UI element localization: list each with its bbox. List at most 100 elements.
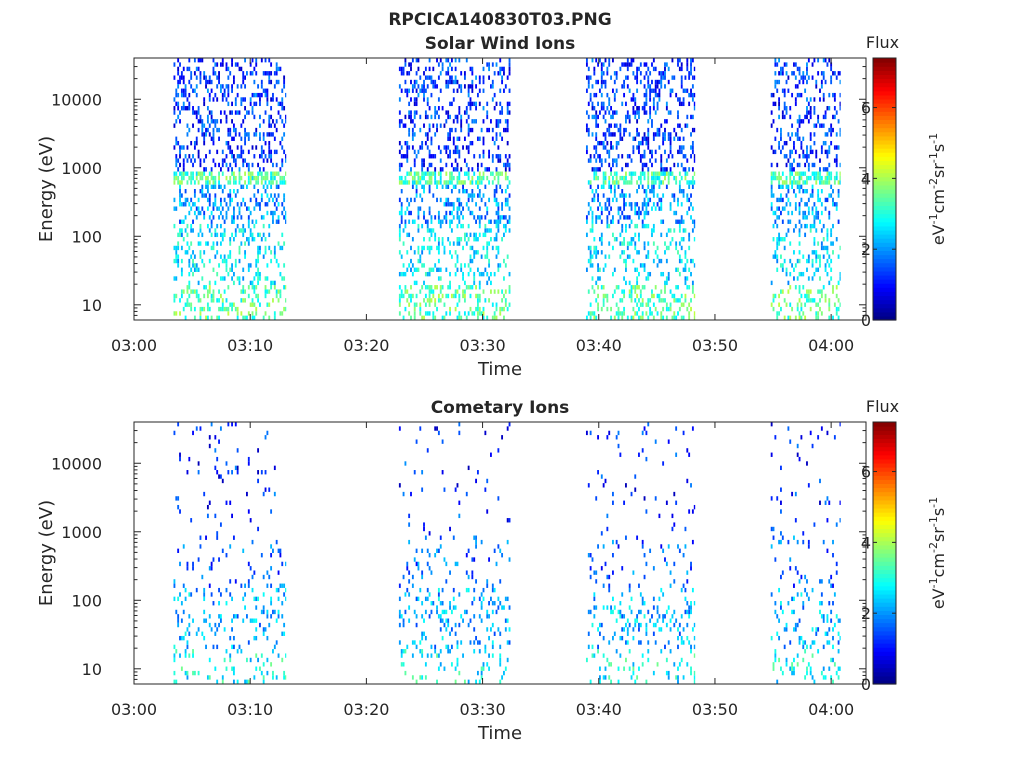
spectrogram-cell: [800, 184, 803, 189]
spectrogram-cell: [643, 285, 646, 290]
spectrogram-cell: [406, 180, 409, 185]
spectrogram-cell: [428, 58, 431, 63]
spectrogram-cell: [179, 110, 181, 115]
spectrogram-cell: [449, 306, 451, 312]
spectrogram-cell: [615, 237, 618, 242]
spectrogram-cell: [234, 158, 237, 163]
spectrogram-cell: [684, 88, 687, 93]
spectrogram-cell: [593, 614, 596, 619]
spectrogram-cell: [800, 592, 803, 597]
colorbar-segment: [873, 311, 896, 317]
spectrogram-cell: [817, 254, 820, 259]
spectrogram-cell: [447, 237, 450, 242]
spectrogram-cell: [419, 206, 422, 211]
spectrogram-cell: [175, 206, 178, 211]
spectrogram-cell: [815, 123, 818, 128]
spectrogram-cell: [482, 66, 485, 72]
spectrogram-cell: [504, 189, 507, 194]
spectrogram-cell: [506, 219, 509, 224]
spectrogram-cell: [471, 175, 474, 181]
spectrogram-cell: [634, 289, 637, 294]
spectrogram-cell: [778, 197, 781, 203]
spectrogram-cell: [612, 609, 614, 615]
spectrogram-cell: [824, 58, 827, 63]
spectrogram-cell: [402, 271, 405, 277]
spectrogram-cell: [262, 675, 265, 680]
spectrogram-cell: [585, 315, 588, 320]
spectrogram-cell: [244, 106, 247, 111]
spectrogram-cell: [434, 132, 437, 137]
spectrogram-cell: [432, 154, 435, 159]
spectrogram-cell: [192, 561, 194, 567]
spectrogram-cell: [488, 241, 491, 246]
spectrogram-cell: [673, 311, 676, 316]
spectrogram-cell: [268, 232, 271, 238]
spectrogram-cell: [221, 679, 224, 684]
spectrogram-cell: [645, 254, 648, 259]
spectrogram-cell: [610, 315, 613, 320]
spectrogram-cell: [277, 298, 280, 303]
spectrogram-cell: [798, 175, 801, 181]
spectrogram-cell: [247, 263, 250, 268]
spectrogram-cell: [436, 110, 438, 115]
colorbar-segment: [873, 250, 896, 256]
spectrogram-cell: [677, 97, 679, 102]
spectrogram-cell: [656, 101, 659, 107]
spectrogram-cell: [589, 206, 592, 211]
spectrogram-cell: [798, 258, 801, 264]
spectrogram-cell: [813, 123, 816, 128]
spectrogram-cell: [227, 127, 230, 133]
spectrogram-cell: [632, 662, 635, 667]
spectrogram-cell: [268, 245, 271, 251]
spectrogram-cell: [493, 106, 496, 111]
spectrogram-cell: [807, 662, 810, 667]
spectrogram-cell: [259, 101, 261, 107]
spectrogram-cell: [177, 254, 180, 259]
spectrogram-cell: [229, 71, 232, 76]
spectrogram-cell: [221, 92, 224, 98]
spectrogram-cell: [218, 439, 220, 444]
spectrogram-cell: [180, 92, 183, 98]
spectrogram-cell: [400, 254, 403, 259]
spectrogram-cell: [688, 167, 691, 172]
spectrogram-cell: [806, 180, 808, 185]
spectrogram-cell: [437, 267, 440, 272]
spectrogram-cell: [785, 193, 788, 198]
spectrogram-cell: [678, 189, 681, 194]
spectrogram-cell: [497, 154, 500, 159]
spectrogram-cell: [671, 171, 674, 176]
spectrogram-cell: [231, 306, 233, 312]
spectrogram-cell: [238, 280, 241, 286]
spectrogram-cell: [486, 210, 489, 216]
spectrogram-cell: [273, 202, 276, 207]
spectrogram-cell: [839, 276, 841, 281]
spectrogram-cell: [638, 666, 640, 671]
spectrogram-cell: [645, 561, 648, 567]
spectrogram-cell: [232, 535, 235, 540]
spectrogram-cell: [598, 167, 601, 172]
spectrogram-cell: [449, 114, 451, 120]
spectrogram-cell: [264, 189, 267, 194]
spectrogram-cell: [423, 315, 425, 320]
spectrogram-cell: [587, 609, 590, 615]
spectrogram-cell: [238, 175, 241, 181]
spectrogram-cell: [203, 596, 206, 602]
spectrogram-cell: [602, 140, 605, 146]
spectrogram-cell: [826, 228, 829, 233]
spectrogram-cell: [647, 145, 650, 150]
spectrogram-cell: [212, 557, 215, 562]
spectrogram-cell: [491, 171, 494, 176]
spectrogram-cell: [587, 114, 590, 120]
spectrogram-cell: [591, 254, 594, 259]
spectrogram-cell: [229, 110, 232, 115]
spectrogram-cell: [778, 106, 781, 111]
spectrogram-cell: [796, 162, 799, 168]
spectrogram-cell: [186, 561, 189, 567]
spectrogram-cell: [828, 302, 831, 307]
spectrogram-cell: [398, 614, 401, 619]
spectrogram-cell: [262, 149, 265, 155]
spectrogram-cell: [798, 210, 801, 216]
spectrogram-cell: [190, 71, 193, 76]
spectrogram-cell: [203, 136, 206, 141]
spectrogram-cell: [227, 84, 230, 89]
